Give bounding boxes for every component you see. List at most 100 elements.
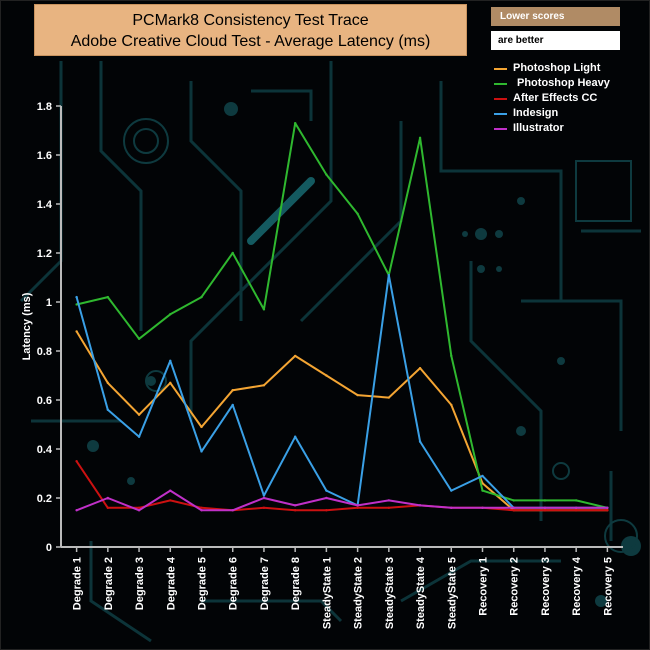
x-tick-label: Degrade 3	[134, 557, 146, 610]
data-point	[262, 506, 266, 509]
series-line	[76, 122, 608, 509]
data-point	[543, 506, 547, 509]
x-tick-label: Recovery 1	[478, 557, 490, 616]
data-point	[293, 121, 297, 125]
legend-item: Illustrator	[491, 121, 641, 136]
data-point	[106, 496, 110, 500]
data-point	[356, 393, 359, 397]
data-point	[106, 408, 110, 411]
y-tick-label: 0.6	[37, 395, 52, 407]
data-point	[75, 295, 78, 299]
data-point	[606, 506, 609, 509]
x-tick-label: SteadyState 4	[415, 556, 427, 629]
y-tick-label: 0.8	[37, 346, 52, 358]
legend-swatch	[494, 128, 507, 130]
y-axis-title: Latency (ms)	[21, 292, 33, 360]
data-point	[325, 489, 328, 492]
x-tick-label: Recovery 3	[540, 557, 552, 616]
y-tick-label: 1	[46, 297, 52, 309]
x-tick-label: SteadyState 2	[353, 557, 365, 629]
data-point	[356, 504, 359, 507]
series-illustrator	[75, 489, 609, 512]
series-photoshop-light	[75, 330, 609, 512]
data-point	[262, 384, 266, 387]
data-point	[325, 496, 328, 500]
legend-label: Illustrator	[513, 122, 564, 134]
data-point	[75, 330, 78, 333]
data-point	[481, 489, 484, 492]
data-point	[106, 295, 110, 299]
data-point	[325, 509, 328, 512]
circuit-rings	[123, 118, 638, 553]
legend-label: After Effects CC	[513, 92, 598, 104]
y-tick-label: 1.2	[37, 248, 52, 260]
data-point	[606, 509, 609, 512]
data-point	[262, 494, 266, 497]
data-point	[450, 489, 453, 492]
data-point	[231, 251, 234, 255]
x-tick-label: Degrade 6	[228, 557, 240, 610]
data-point	[574, 499, 578, 502]
data-point	[106, 506, 110, 509]
data-point	[450, 506, 453, 509]
data-point	[450, 354, 453, 358]
data-point	[106, 381, 110, 385]
data-point	[262, 496, 266, 500]
legend-label: Indesign	[513, 107, 559, 119]
series-line	[76, 489, 608, 512]
data-point	[512, 506, 515, 509]
series-line	[75, 460, 608, 512]
y-tick-label: 0.4	[37, 444, 53, 456]
data-point	[293, 354, 297, 358]
legend-item: After Effects CC	[491, 91, 641, 106]
data-point	[512, 499, 515, 502]
series-photoshop-heavy	[75, 121, 609, 509]
x-tick-label: SteadyState 1	[321, 557, 333, 629]
data-point	[387, 499, 391, 502]
data-point	[200, 506, 203, 509]
data-point	[387, 273, 391, 277]
data-point	[387, 506, 391, 509]
data-point	[231, 389, 234, 392]
data-point	[481, 506, 484, 509]
data-point	[418, 504, 422, 507]
x-tick-label: Degrade 5	[197, 557, 209, 610]
chart-title: PCMark8 Consistency Test Trace	[132, 12, 369, 29]
x-tick-label: SteadyState 3	[384, 557, 396, 629]
y-tick-label: 1.4	[37, 199, 53, 211]
x-tick-label: Recovery 2	[509, 557, 521, 616]
legend-swatch	[494, 113, 507, 115]
data-point	[169, 489, 172, 492]
y-tick-label: 0	[46, 542, 52, 554]
data-point	[418, 440, 422, 443]
legend-item: Photoshop Light	[491, 61, 641, 76]
data-point	[574, 506, 578, 509]
data-point	[200, 425, 203, 429]
legend-swatch	[494, 83, 507, 85]
data-point	[325, 374, 328, 377]
circuit-chip	[575, 160, 632, 222]
data-point	[543, 509, 547, 512]
data-point	[543, 499, 547, 502]
data-point	[137, 413, 141, 416]
data-point	[262, 308, 266, 311]
note-are-better: are better	[491, 31, 620, 50]
data-point	[200, 450, 203, 453]
chart-title-box: PCMark8 Consistency Test Trace Adobe Cre…	[34, 4, 467, 56]
data-point	[325, 173, 328, 176]
legend-swatch	[494, 98, 507, 100]
legend-swatch	[494, 68, 507, 70]
data-point	[200, 295, 203, 299]
data-point	[356, 212, 359, 215]
data-point	[169, 499, 172, 502]
data-point	[512, 509, 515, 512]
series-after-effects-cc	[75, 460, 609, 512]
data-point	[418, 366, 422, 370]
note-lower-scores: Lower scores	[491, 7, 620, 26]
circuit-dots	[87, 102, 641, 607]
chart-legend: Photoshop Light Photoshop Heavy After Effe…	[491, 61, 641, 136]
data-point	[169, 313, 172, 316]
data-point	[293, 504, 297, 507]
series-indesign	[75, 273, 609, 509]
